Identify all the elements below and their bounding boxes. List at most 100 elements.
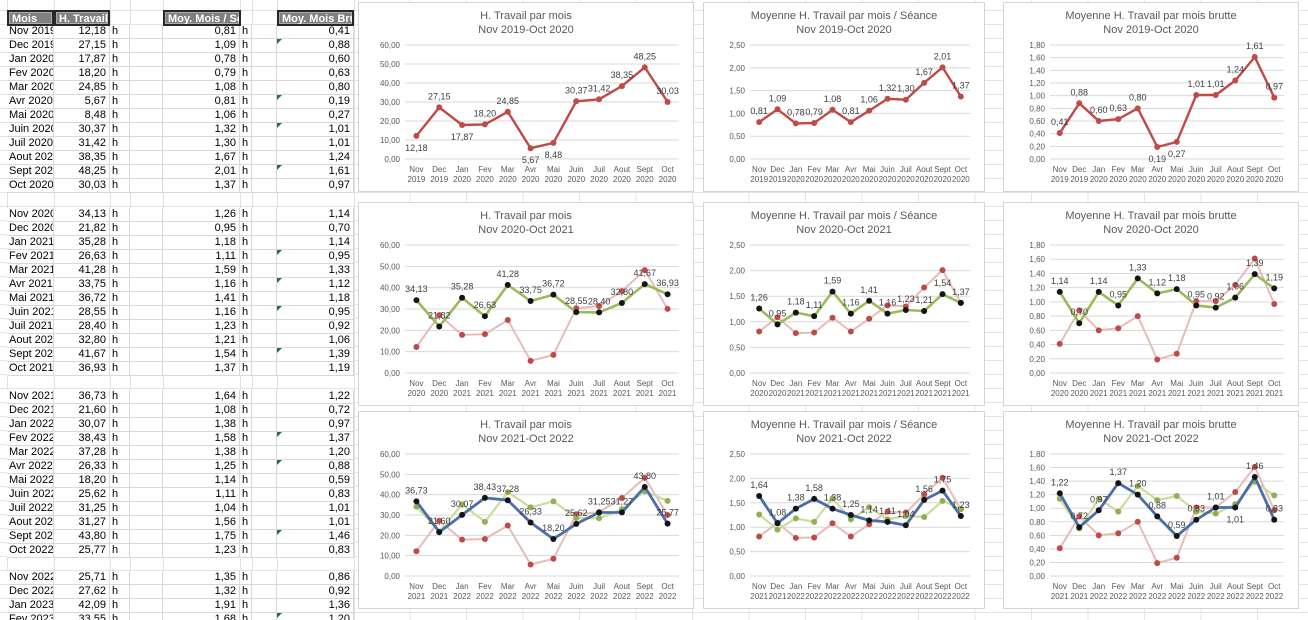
cell-mois[interactable]: Jan 2022 bbox=[7, 418, 54, 432]
cell-unit[interactable]: h bbox=[110, 264, 130, 278]
cell-blank[interactable] bbox=[252, 516, 277, 530]
cell-moy-seance[interactable]: 1,08 bbox=[163, 81, 240, 95]
cell-unit[interactable]: h bbox=[110, 222, 130, 236]
cell-mois[interactable]: Jan 2023 bbox=[7, 599, 54, 613]
cell-mois[interactable]: Juin 2021 bbox=[7, 306, 54, 320]
cell-blank[interactable] bbox=[130, 109, 163, 123]
cell-moy-brute[interactable]: 1,01 bbox=[277, 502, 354, 516]
cell-travail[interactable]: 26,33 bbox=[54, 460, 110, 474]
cell-moy-seance[interactable]: 1,64 bbox=[163, 390, 240, 404]
cell-travail[interactable]: 27,15 bbox=[54, 39, 110, 53]
cell-moy-brute[interactable]: 1,01 bbox=[277, 137, 354, 151]
cell-unit[interactable]: h bbox=[110, 208, 130, 222]
cell-unit[interactable]: h bbox=[110, 516, 130, 530]
cell-moy-brute[interactable]: 0,72 bbox=[277, 404, 354, 418]
cell-travail[interactable]: 34,13 bbox=[54, 208, 110, 222]
cell-moy-brute[interactable]: 1,22 bbox=[277, 390, 354, 404]
cell-blank[interactable] bbox=[130, 137, 163, 151]
cell-unit[interactable]: h bbox=[110, 179, 130, 193]
cell-mois[interactable]: Juil 2020 bbox=[7, 137, 54, 151]
cell-moy-seance[interactable]: 1,23 bbox=[163, 320, 240, 334]
cell-moy-brute[interactable]: 1,39 bbox=[277, 348, 354, 362]
cell-unit[interactable]: h bbox=[240, 250, 252, 264]
cell-mois[interactable]: Avr 2022 bbox=[7, 460, 54, 474]
cell-moy-seance[interactable]: 0,95 bbox=[163, 222, 240, 236]
cell-moy-brute[interactable]: 1,46 bbox=[277, 530, 354, 544]
cell-travail[interactable]: 21,60 bbox=[54, 404, 110, 418]
cell-travail[interactable]: 36,73 bbox=[54, 390, 110, 404]
cell-travail[interactable]: 25,77 bbox=[54, 544, 110, 558]
cell-mois[interactable]: Sept 2020 bbox=[7, 165, 54, 179]
cell-mois[interactable]: Dec 2020 bbox=[7, 222, 54, 236]
cell-blank[interactable] bbox=[252, 432, 277, 446]
cell-blank[interactable] bbox=[252, 151, 277, 165]
cell-blank[interactable] bbox=[130, 502, 163, 516]
cell-moy-seance[interactable]: 1,23 bbox=[163, 544, 240, 558]
cell-mois[interactable]: Oct 2020 bbox=[7, 179, 54, 193]
cell-unit[interactable]: h bbox=[240, 446, 252, 460]
column-header-moy_seance[interactable]: Moy. Mois / Séance bbox=[163, 10, 241, 26]
cell-blank[interactable] bbox=[130, 236, 163, 250]
cell-moy-seance[interactable]: 0,81 bbox=[163, 95, 240, 109]
cell-moy-brute[interactable]: 1,14 bbox=[277, 208, 354, 222]
cell-unit[interactable]: h bbox=[110, 278, 130, 292]
cell-mois[interactable]: Aout 2021 bbox=[7, 334, 54, 348]
cell-blank[interactable] bbox=[130, 571, 163, 585]
cell-moy-brute[interactable]: 1,18 bbox=[277, 292, 354, 306]
cell-blank[interactable] bbox=[252, 25, 277, 39]
cell-moy-brute[interactable]: 1,33 bbox=[277, 264, 354, 278]
cell-unit[interactable]: h bbox=[240, 137, 252, 151]
cell-unit[interactable]: h bbox=[240, 95, 252, 109]
cell-moy-seance[interactable]: 0,79 bbox=[163, 67, 240, 81]
cell-mois[interactable]: Dec 2021 bbox=[7, 404, 54, 418]
cell-travail[interactable]: 5,67 bbox=[54, 95, 110, 109]
cell-unit[interactable]: h bbox=[110, 137, 130, 151]
cell-moy-seance[interactable]: 1,38 bbox=[163, 446, 240, 460]
cell-blank[interactable] bbox=[252, 236, 277, 250]
cell-blank[interactable] bbox=[252, 137, 277, 151]
chart-3-nov-2019-oct-2020[interactable]: Moyenne H. Travail par mois brutte Nov 20… bbox=[1003, 2, 1299, 192]
cell-travail[interactable]: 31,27 bbox=[54, 516, 110, 530]
cell-travail[interactable]: 28,55 bbox=[54, 306, 110, 320]
cell-blank[interactable] bbox=[252, 585, 277, 599]
cell-blank[interactable] bbox=[252, 278, 277, 292]
cell-moy-seance[interactable]: 1,08 bbox=[163, 404, 240, 418]
cell-blank[interactable] bbox=[252, 362, 277, 376]
cell-unit[interactable]: h bbox=[110, 390, 130, 404]
cell-mois[interactable]: Mai 2021 bbox=[7, 292, 54, 306]
cell-unit[interactable]: h bbox=[110, 613, 130, 620]
cell-moy-brute[interactable]: 0,92 bbox=[277, 585, 354, 599]
cell-blank[interactable] bbox=[130, 67, 163, 81]
cell-blank[interactable] bbox=[252, 165, 277, 179]
cell-unit[interactable]: h bbox=[240, 25, 252, 39]
cell-mois[interactable]: Fev 2020 bbox=[7, 67, 54, 81]
cell-blank[interactable] bbox=[130, 165, 163, 179]
cell-moy-brute[interactable]: 1,37 bbox=[277, 432, 354, 446]
cell-moy-seance[interactable]: 1,25 bbox=[163, 460, 240, 474]
cell-unit[interactable]: h bbox=[240, 179, 252, 193]
cell-moy-brute[interactable]: 1,12 bbox=[277, 278, 354, 292]
cell-mois[interactable]: Sept 2021 bbox=[7, 348, 54, 362]
cell-moy-brute[interactable]: 0,59 bbox=[277, 474, 354, 488]
cell-unit[interactable]: h bbox=[110, 599, 130, 613]
cell-unit[interactable]: h bbox=[240, 264, 252, 278]
cell-blank[interactable] bbox=[252, 571, 277, 585]
cell-mois[interactable]: Dec 2019 bbox=[7, 39, 54, 53]
cell-moy-seance[interactable]: 1,58 bbox=[163, 432, 240, 446]
cell-mois[interactable]: Juin 2020 bbox=[7, 123, 54, 137]
cell-blank[interactable] bbox=[130, 208, 163, 222]
cell-travail[interactable]: 27,62 bbox=[54, 585, 110, 599]
cell-mois[interactable]: Nov 2022 bbox=[7, 571, 54, 585]
cell-mois[interactable]: Aout 2022 bbox=[7, 516, 54, 530]
cell-blank[interactable] bbox=[252, 81, 277, 95]
cell-moy-brute[interactable]: 0,27 bbox=[277, 109, 354, 123]
cell-unit[interactable]: h bbox=[110, 446, 130, 460]
cell-unit[interactable]: h bbox=[240, 516, 252, 530]
chart-1-nov-2019-oct-2020[interactable]: H. Travail par mois Nov 2019-Oct 2020 0,00… bbox=[358, 2, 694, 192]
cell-unit[interactable]: h bbox=[110, 95, 130, 109]
cell-travail[interactable]: 37,28 bbox=[54, 446, 110, 460]
cell-unit[interactable]: h bbox=[240, 292, 252, 306]
cell-travail[interactable]: 21,82 bbox=[54, 222, 110, 236]
cell-unit[interactable]: h bbox=[240, 151, 252, 165]
cell-moy-brute[interactable]: 0,83 bbox=[277, 544, 354, 558]
